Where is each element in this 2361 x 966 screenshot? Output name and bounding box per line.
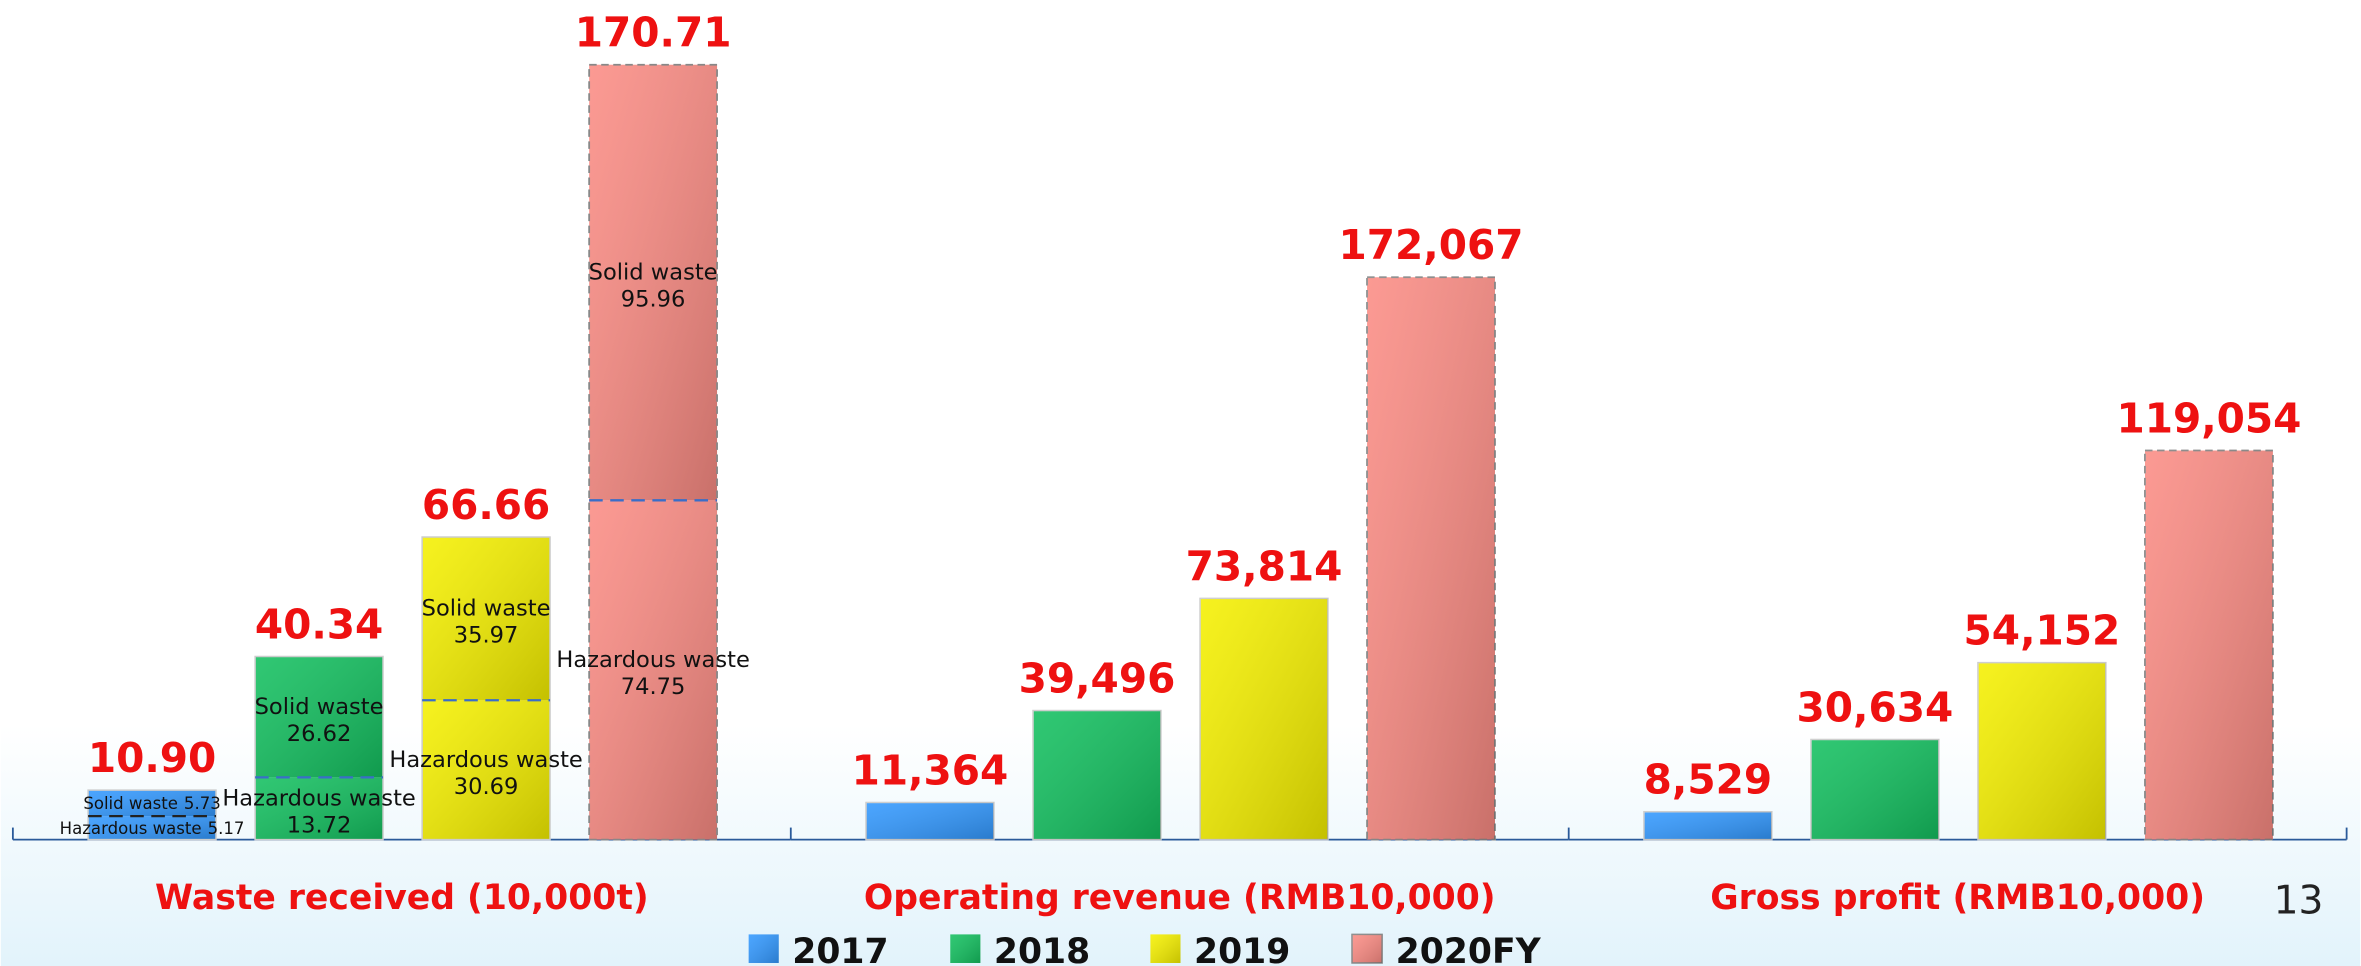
value-label: 40.34 — [255, 600, 383, 648]
bar-shade — [88, 816, 217, 840]
segment-label: Hazardous waste 13.72 — [222, 785, 415, 838]
stacked-bar — [588, 63, 718, 841]
bar-shade — [1200, 598, 1328, 840]
bar-outline — [254, 655, 384, 841]
bar-shade — [1810, 739, 1939, 840]
stacked-bar — [254, 655, 384, 841]
segment-label: Hazardous waste 5.17 — [60, 819, 245, 838]
bar-shade — [1643, 811, 1772, 840]
value-label: 54,152 — [1964, 607, 2121, 655]
bar-shade — [88, 790, 217, 817]
stacked-bar — [87, 789, 217, 841]
value-label: 11,364 — [852, 746, 1009, 794]
bar-shade — [866, 802, 994, 840]
value-label: 73,814 — [1186, 542, 1343, 590]
segment-value: 74.75 — [621, 674, 686, 700]
legend-shade — [1150, 934, 1181, 963]
segment-label: Solid waste 26.62 — [255, 694, 384, 747]
value-label: 170.71 — [575, 9, 732, 57]
segment-name: Solid waste — [83, 794, 178, 813]
segment-value: 5.17 — [208, 819, 245, 838]
segment-label: Hazardous waste 30.69 — [389, 747, 582, 800]
bar-shade — [1367, 277, 1495, 840]
segment-label: Hazardous waste 74.75 — [556, 647, 749, 700]
bar-shade — [255, 656, 384, 778]
segment-name: Hazardous waste — [389, 747, 582, 773]
value-label: 119,054 — [2116, 394, 2301, 442]
bar-outline — [588, 63, 718, 841]
segment-name: Hazardous waste — [222, 785, 415, 811]
bar-shade — [1033, 710, 1161, 840]
bar-shade — [1977, 662, 2106, 840]
segment-value: 35.97 — [454, 623, 519, 649]
value-label: 8,529 — [1644, 756, 1772, 804]
segment-label: Solid waste 35.97 — [422, 596, 551, 649]
value-label: 39,496 — [1019, 654, 1176, 702]
segment-label: Solid waste 5.73 — [83, 794, 220, 813]
bar-shade — [422, 537, 551, 701]
bar-shade — [422, 700, 551, 840]
legend-shade — [1352, 934, 1383, 963]
legend-label: 2017 — [792, 932, 888, 966]
stacked-bar — [421, 536, 551, 841]
legend-label: 2018 — [994, 932, 1090, 966]
segment-name: Hazardous waste — [556, 647, 749, 673]
legend-label: 2020FY — [1396, 932, 1542, 966]
segment-name: Solid waste — [422, 596, 551, 622]
bar-shade — [2144, 450, 2273, 840]
segment-name: Solid waste — [589, 260, 718, 286]
segment-value: 95.96 — [621, 287, 686, 313]
value-label: 66.66 — [422, 481, 550, 529]
value-label: 10.90 — [88, 734, 216, 782]
segment-name: Hazardous waste — [60, 819, 202, 838]
panel-title: Waste received (10,000t) — [155, 878, 649, 918]
segment-name: Solid waste — [255, 694, 384, 720]
value-label: 30,634 — [1797, 683, 1954, 731]
panel-title: Operating revenue (RMB10,000) — [864, 878, 1496, 918]
segment-value: 5.73 — [184, 794, 221, 813]
panel-title: Gross profit (RMB10,000) — [1710, 878, 2205, 918]
legend-label: 2019 — [1194, 932, 1290, 966]
segment-value: 26.62 — [287, 721, 352, 747]
bar-outline — [87, 789, 217, 841]
bar-shade — [589, 64, 718, 501]
bar-shade — [589, 500, 718, 840]
bar-shade — [255, 777, 384, 840]
value-label: 172,067 — [1339, 221, 1524, 269]
segment-value: 13.72 — [287, 813, 352, 839]
bar-outline — [421, 536, 551, 841]
legend-shade — [950, 934, 981, 963]
segment-value: 30.69 — [454, 774, 519, 800]
page-number: 13 — [2274, 878, 2324, 923]
segment-label: Solid waste 95.96 — [589, 260, 718, 313]
legend-shade — [748, 934, 779, 963]
